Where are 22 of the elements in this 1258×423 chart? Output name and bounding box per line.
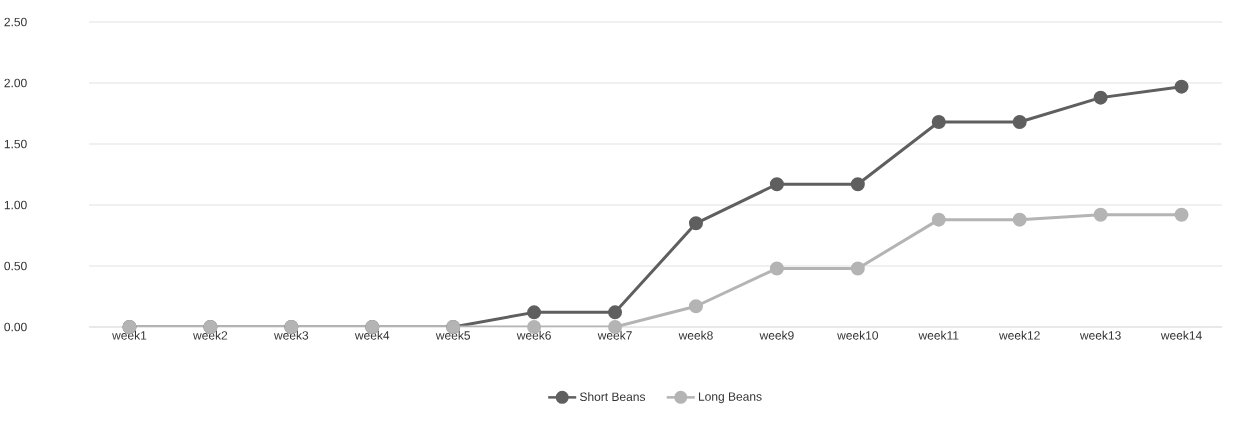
legend-label: Short Beans xyxy=(580,392,646,401)
x-tick-label: week9 xyxy=(759,330,794,340)
x-tick-label: week4 xyxy=(354,330,390,340)
x-tick-label: week5 xyxy=(435,330,471,340)
y-tick-label: 2.00 xyxy=(4,78,27,88)
x-tick-label: week8 xyxy=(678,330,713,340)
y-tick-label: 0.00 xyxy=(4,322,27,332)
x-tick-label: week6 xyxy=(516,330,551,340)
x-tick-label: week1 xyxy=(112,330,147,340)
x-tick-label: week13 xyxy=(1079,330,1121,340)
x-tick-label: week12 xyxy=(998,330,1040,340)
x-tick-label: week7 xyxy=(597,330,632,340)
y-tick-label: 2.50 xyxy=(4,17,27,27)
x-tick-label: week3 xyxy=(273,330,309,340)
x-tick-label: week2 xyxy=(193,330,228,340)
y-tick-label: 0.50 xyxy=(4,261,27,271)
y-tick-label: 1.50 xyxy=(4,139,27,149)
y-tick-label: 1.00 xyxy=(4,200,27,210)
x-tick-label: week11 xyxy=(918,330,959,340)
x-tick-label: week14 xyxy=(1160,330,1202,340)
x-tick-label: week10 xyxy=(837,330,879,340)
legend-label: Long Beans xyxy=(698,392,762,404)
